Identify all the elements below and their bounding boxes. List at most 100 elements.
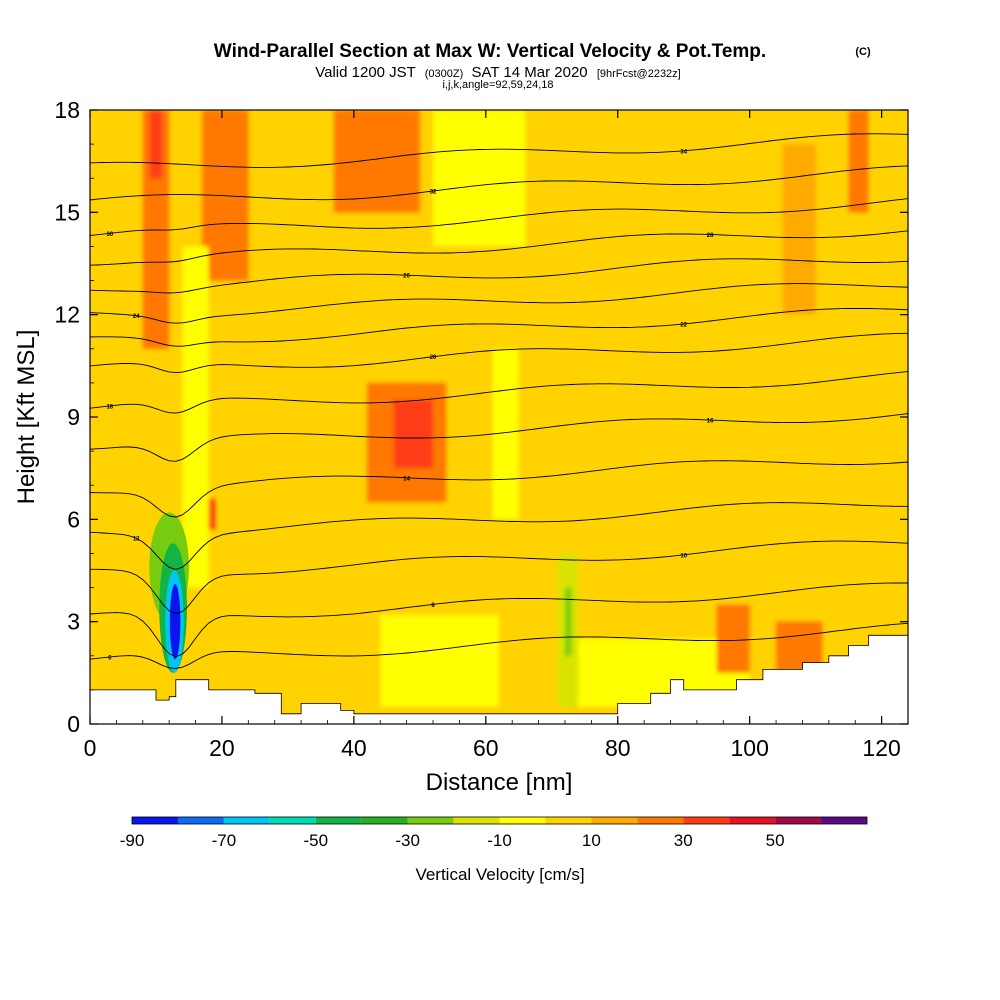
- colorbar-swatch: [821, 817, 867, 824]
- velocity-region: [433, 110, 526, 247]
- theta-contour-label: 10: [680, 553, 687, 559]
- subtitle-date: SAT 14 Mar 2020: [471, 64, 587, 81]
- x-tick-label: 60: [473, 735, 499, 761]
- y-axis-label: Height [Kft MSL]: [13, 330, 40, 505]
- colorbar-swatch: [545, 817, 592, 824]
- theta-contour: [90, 460, 908, 518]
- colorbar-swatch: [315, 817, 362, 824]
- downdraft-core-band: [169, 584, 181, 660]
- colorbar-swatch: [407, 817, 454, 824]
- theta-contour-label: 26: [403, 274, 410, 280]
- theta-contour: [90, 283, 908, 324]
- theta-contour-label: 18: [106, 404, 113, 410]
- velocity-region: [492, 348, 519, 520]
- subtitle-utc: (0300Z): [425, 68, 464, 80]
- theta-contour-labels: 6 8 10 12 14 16 18 20 22 24 26 28 30 32 34: [106, 149, 714, 661]
- y-tick-label: 12: [54, 302, 80, 328]
- colorbar-swatch: [729, 817, 776, 824]
- velocity-region: [182, 246, 209, 588]
- colorbar-tick-label: -30: [395, 831, 420, 850]
- y-tick-label: 0: [67, 711, 80, 737]
- x-tick-label: 20: [209, 735, 235, 761]
- colorbar-swatch: [132, 817, 178, 824]
- colorbar-swatch: [591, 817, 638, 824]
- y-tick-label: 18: [54, 97, 80, 123]
- theta-contour-label: 8: [431, 603, 435, 609]
- y-tick-label: 3: [67, 609, 80, 635]
- theta-contour: [90, 198, 908, 236]
- theta-contour: [90, 165, 908, 201]
- colorbar-swatch: [269, 817, 316, 824]
- downdraft-core: [149, 512, 189, 673]
- x-axis-label: Distance [nm]: [426, 769, 573, 796]
- grid-info: i,j,k,angle=92,59,24,18: [442, 79, 553, 91]
- x-tick-label: 40: [341, 735, 367, 761]
- velocity-region: [848, 110, 869, 213]
- theta-contour: [90, 413, 908, 462]
- theta-contour-label: 6: [108, 655, 112, 661]
- y-tick-label: 6: [67, 506, 80, 532]
- velocity-region: [334, 110, 420, 213]
- theta-contour: [90, 133, 908, 168]
- colorbar: [131, 816, 868, 825]
- colorbar-frame: [131, 816, 868, 825]
- theta-contour: [90, 502, 908, 570]
- velocity-region: [716, 604, 750, 673]
- theta-contour-label: 32: [430, 190, 437, 196]
- chart-title: Wind-Parallel Section at Max W: Vertical…: [214, 41, 766, 62]
- colorbar-swatch: [683, 817, 730, 824]
- velocity-region: [380, 614, 499, 707]
- colorbar-swatch: [223, 817, 270, 824]
- theta-contour-label: 22: [680, 322, 687, 328]
- colorbar-swatch: [637, 817, 684, 824]
- colorbar-swatch: [177, 817, 224, 824]
- theta-contour: [90, 540, 908, 615]
- theta-contour: [90, 332, 908, 374]
- theta-contours: [90, 133, 908, 669]
- theta-contour-label: 16: [707, 419, 714, 425]
- terrain-mask: [90, 634, 908, 724]
- x-tick-label: 100: [730, 735, 768, 761]
- theta-contour-label: 30: [106, 232, 113, 238]
- velocity-region: [782, 144, 816, 315]
- subtitle-forecast: [9hrFcst@2232z]: [597, 68, 681, 80]
- colorbar-tick-labels: -90 -70 -50 -30 -10 10 30 50: [120, 831, 785, 850]
- colorbar-tick-label: -90: [120, 831, 145, 850]
- title-mark: (C): [855, 46, 871, 58]
- theta-contour: [90, 582, 908, 658]
- velocity-field: [142, 110, 869, 707]
- colorbar-tick-label: -50: [303, 831, 328, 850]
- colorbar-tick-label: -10: [487, 831, 512, 850]
- velocity-region: [393, 399, 434, 469]
- colorbar-label: Vertical Velocity [cm/s]: [415, 865, 584, 884]
- x-tick-label: 120: [862, 735, 900, 761]
- theta-contour: [90, 258, 908, 294]
- chart-subtitle: Valid 1200 JST (0300Z) SAT 14 Mar 2020 […: [315, 64, 681, 81]
- plot-area: 6 8 10 12 14 16 18 20 22 24 26 28 30 32 34: [90, 110, 908, 724]
- theta-contour-label: 24: [133, 314, 140, 320]
- velocity-region: [149, 110, 163, 179]
- theta-contour: [90, 308, 908, 347]
- y-tick-label: 9: [67, 404, 80, 430]
- colorbar-tick-label: 30: [674, 831, 693, 850]
- x-tick-label: 80: [605, 735, 631, 761]
- colorbar-swatch: [775, 817, 822, 824]
- velocity-region: [564, 587, 572, 656]
- colorbar-tick-label: -70: [212, 831, 237, 850]
- theta-contour: [90, 230, 908, 266]
- theta-contour-label: 12: [133, 537, 140, 543]
- colorbar-swatch: [453, 817, 500, 824]
- colorbar-tick-label: 10: [582, 831, 601, 850]
- colorbar-swatch: [499, 817, 546, 824]
- theta-contour-label: 28: [707, 233, 714, 239]
- subtitle-valid: Valid 1200 JST: [315, 64, 415, 81]
- x-axis: 0 20 40 60 80 100 120: [84, 110, 909, 761]
- colorbar-tick-label: 50: [766, 831, 785, 850]
- y-axis: 0 3 6 9 12 15 18: [54, 97, 908, 737]
- theta-contour-label: 34: [680, 149, 687, 155]
- theta-contour-label: 14: [403, 476, 410, 482]
- colorbar-swatch: [361, 817, 408, 824]
- theta-contour-label: 20: [430, 355, 437, 361]
- x-tick-label: 0: [84, 735, 97, 761]
